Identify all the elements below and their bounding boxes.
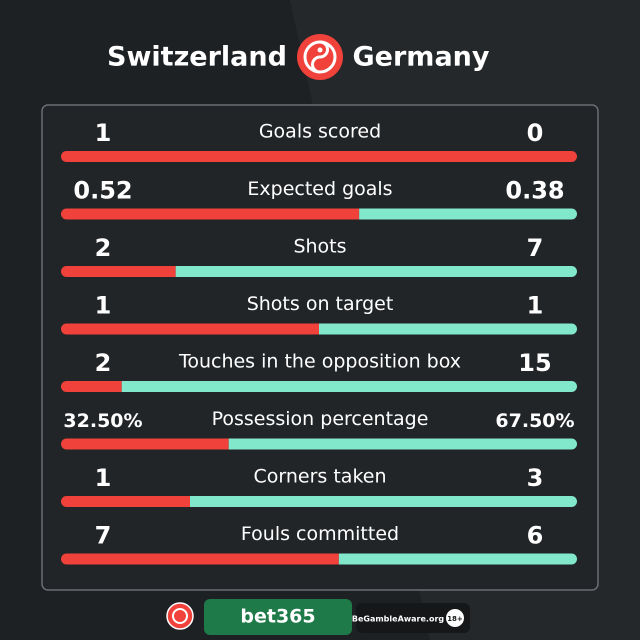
bar-row [61,553,577,565]
bar-row [61,323,577,335]
age-limit: 18+ [447,615,463,623]
panel [41,104,599,591]
stat-label: Shots [293,236,346,258]
footer: bet365 BeGambleAware.org 18+ [166,599,470,635]
away-bar [175,266,577,277]
gamble-box [356,603,470,633]
bar-row [61,266,577,277]
away-bar [359,208,577,220]
logo [297,34,343,80]
home-value: 1 [95,292,112,320]
away-value: 15 [518,349,551,377]
away-value: 0 [527,119,544,147]
stat-label: Corners taken [254,466,387,488]
home-bar [61,438,229,450]
away-bar [121,381,577,392]
home-value: 0.52 [73,177,132,205]
home-bar [61,381,122,392]
away-value: 7 [527,234,544,262]
home-value: 1 [95,119,112,147]
bar-row [61,381,577,392]
away-value: 6 [527,522,544,550]
stat-label: Goals scored [259,121,381,143]
away-bar [319,323,577,335]
away-value: 1 [527,292,544,320]
home-team: Switzerland [107,42,287,73]
bar-row [61,438,577,450]
home-value: 32.50% [63,410,142,432]
home-value: 1 [95,464,112,492]
home-value: 2 [95,349,112,377]
home-bar [61,208,360,220]
home-value: 7 [95,522,112,550]
away-team: Germany [353,42,490,73]
stat-label: Possession percentage [212,408,429,430]
bar-row [61,151,577,162]
stat-label: Expected goals [247,178,392,200]
away-bar [190,496,577,507]
away-bar [228,438,577,450]
away-value: 3 [527,464,544,492]
away-value: 0.38 [505,177,564,205]
sponsor-box [204,599,352,635]
home-bar [61,266,176,277]
away-value: 67.50% [495,410,574,432]
stat-label: Shots on target [247,293,394,315]
home-bar [61,151,577,162]
home-bar [61,323,319,335]
away-bar [338,553,577,565]
home-bar [61,553,339,565]
bar-row [61,208,577,220]
home-value: 2 [95,234,112,262]
gamble-aware: BeGambleAware.org [352,615,445,624]
stat-label: Touches in the opposition box [178,351,461,373]
stat-label: Fouls committed [241,523,399,545]
home-bar [61,496,190,507]
bar-row [61,496,577,507]
sponsor: bet365 [240,606,315,628]
